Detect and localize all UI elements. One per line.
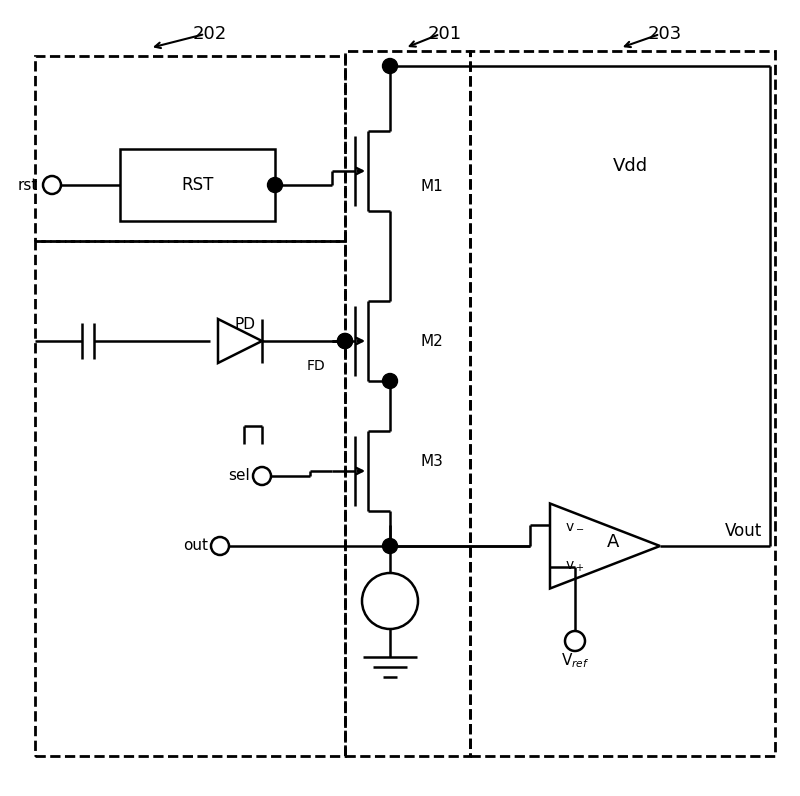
Text: Vdd: Vdd bbox=[613, 157, 647, 175]
Text: 201: 201 bbox=[428, 25, 462, 43]
Circle shape bbox=[565, 631, 585, 651]
Circle shape bbox=[382, 58, 398, 73]
Circle shape bbox=[43, 176, 61, 194]
Circle shape bbox=[338, 334, 353, 349]
Bar bbox=[345, 51, 470, 756]
Bar bbox=[470, 51, 775, 756]
Text: V$_{ref}$: V$_{ref}$ bbox=[561, 651, 590, 669]
Text: A: A bbox=[607, 533, 619, 551]
Circle shape bbox=[382, 539, 398, 553]
Text: M3: M3 bbox=[420, 454, 443, 469]
Text: PD: PD bbox=[234, 317, 255, 331]
Text: FD: FD bbox=[306, 359, 325, 373]
Circle shape bbox=[253, 467, 271, 485]
Circle shape bbox=[211, 537, 229, 555]
Text: M2: M2 bbox=[420, 334, 442, 349]
Bar bbox=[35, 241, 345, 756]
Text: 203: 203 bbox=[648, 25, 682, 43]
Text: sel: sel bbox=[228, 469, 250, 483]
Circle shape bbox=[338, 334, 353, 349]
Text: v$_-$: v$_-$ bbox=[565, 517, 584, 532]
Circle shape bbox=[362, 573, 418, 629]
Text: out: out bbox=[183, 539, 208, 553]
Bar bbox=[35, 56, 345, 241]
Text: 202: 202 bbox=[193, 25, 227, 43]
Circle shape bbox=[382, 373, 398, 388]
Text: Vout: Vout bbox=[725, 522, 762, 540]
Text: RST: RST bbox=[182, 176, 214, 194]
Text: rst: rst bbox=[18, 178, 38, 193]
Bar bbox=[120, 149, 275, 221]
Text: v$_+$: v$_+$ bbox=[565, 560, 584, 575]
Circle shape bbox=[267, 178, 282, 193]
Text: M1: M1 bbox=[420, 178, 442, 193]
